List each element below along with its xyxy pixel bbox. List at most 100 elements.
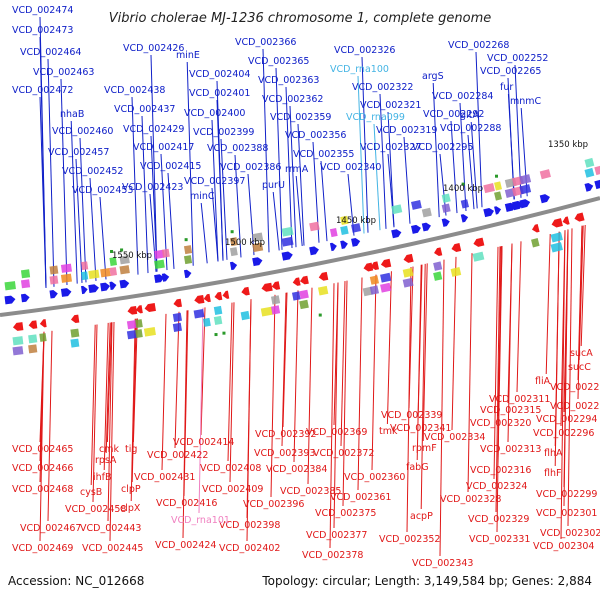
gene-label: VCD_002363 <box>258 75 319 86</box>
label-connector <box>307 287 313 485</box>
label-connector <box>174 311 180 449</box>
cog-block <box>291 291 301 301</box>
gene-label: VCD_002365 <box>248 56 309 67</box>
label-connector <box>182 310 188 539</box>
forward-gene-arrow <box>80 285 88 295</box>
cog-block <box>126 319 138 330</box>
gene-label: VCD_002359 <box>270 112 331 123</box>
label-connector <box>109 321 115 542</box>
gene-label: VCD_002426 <box>123 43 184 54</box>
cog-block <box>433 261 443 271</box>
cog-block <box>119 265 130 275</box>
gene-label: VCD_002472 <box>12 85 73 96</box>
label-connector <box>495 246 501 513</box>
cog-block <box>340 225 349 235</box>
rna-marker <box>184 238 188 242</box>
gene-label: VCD_002400 <box>184 108 245 119</box>
gene-label: VCD_002445 <box>82 543 143 554</box>
gene-label: VCD_002284 <box>432 91 493 102</box>
reverse-gene-arrow <box>434 247 443 256</box>
gene-label: VCD_002268 <box>448 40 509 51</box>
gene-label: VCD_002296 <box>533 428 594 439</box>
label-connector <box>560 230 566 540</box>
label-connector <box>420 263 426 510</box>
cog-block <box>351 223 362 233</box>
cog-block <box>380 282 392 293</box>
reverse-gene-arrow <box>28 320 38 329</box>
cog-block <box>539 169 551 180</box>
cog-block <box>135 329 143 339</box>
reverse-gene-arrow <box>292 277 301 286</box>
forward-gene-arrow <box>519 199 531 209</box>
gene-label: cysB <box>80 487 102 498</box>
label-connector <box>211 119 219 262</box>
gene-label: VCD_002396 <box>243 499 304 510</box>
label-connector <box>329 283 335 549</box>
gene-label: argS <box>422 71 444 82</box>
gene-label: VCD_002386 <box>220 162 281 173</box>
reverse-gene-arrow <box>532 224 540 233</box>
gene-label: VCD_002289 <box>550 382 600 393</box>
gene-label: nhaB <box>60 109 84 120</box>
gene-label: VCD_002301 <box>536 508 597 519</box>
gene-label: VCD_002329 <box>468 514 529 525</box>
label-connector <box>270 294 276 498</box>
gene-label: cmk <box>99 444 119 455</box>
gene-label: VCD_002294 <box>536 414 597 425</box>
label-connector <box>220 138 228 260</box>
label-connector <box>373 123 381 231</box>
label-connector <box>234 154 242 258</box>
reverse-gene-arrow <box>380 258 392 268</box>
gene-label: rrmA <box>285 164 309 175</box>
label-connector <box>340 281 346 447</box>
gene-label: VCD_002324 <box>466 481 527 492</box>
label-connector <box>357 75 365 234</box>
cog-block <box>172 312 183 322</box>
cog-block <box>193 308 205 319</box>
forward-gene-arrow <box>100 282 111 292</box>
gene-labels: VCD_002474 VCD_002473 VCD_002464 VCD_002463… <box>12 5 600 569</box>
reverse-gene-arrow <box>222 290 230 299</box>
label-connector <box>275 67 283 250</box>
label-connector <box>141 115 149 274</box>
gene-label: VCD_002392 <box>255 429 316 440</box>
gene-label: VCD_002320 <box>470 418 531 429</box>
gene-label: VCD_002343 <box>412 558 473 569</box>
cog-block <box>402 267 414 278</box>
cog-block <box>154 249 165 260</box>
gene-label: sucC <box>568 362 591 373</box>
gene-label: VCD_002315 <box>480 405 541 416</box>
forward-gene-arrow <box>421 222 431 232</box>
cog-block <box>369 275 380 285</box>
gene-label: VCD_002321 <box>360 100 421 111</box>
cog-block <box>252 232 264 243</box>
gene-label: VCD_002469 <box>12 543 73 554</box>
gene-label: VCD_002460 <box>52 126 113 137</box>
gene-label: VCD_002464 <box>20 47 81 58</box>
rna-marker <box>318 313 322 317</box>
cog-block <box>20 269 31 279</box>
cog-block <box>421 207 432 218</box>
label-connector <box>247 173 255 256</box>
gene-label: VCD_002331 <box>469 534 530 545</box>
cog-block <box>309 221 320 232</box>
accession-text: Accession: NC_012668 <box>8 574 144 588</box>
reverse-gene-arrow <box>473 237 485 247</box>
reverse-gene-arrow <box>127 305 138 315</box>
reverse-gene-arrow <box>241 286 250 296</box>
gene-label: VCD_002465 <box>12 444 73 455</box>
reverse-gene-arrow <box>70 314 80 324</box>
label-connector <box>281 292 287 447</box>
cog-block <box>441 193 451 203</box>
label-connector <box>386 271 392 425</box>
cog-block <box>494 191 503 201</box>
cog-block <box>584 167 595 178</box>
gene-label: VCD_002295 <box>412 142 473 153</box>
reverse-gene-arrow <box>214 291 223 301</box>
forward-gene-arrow <box>309 246 319 256</box>
cog-block <box>109 257 118 266</box>
cog-block <box>39 333 47 342</box>
gene-label: VCD_002417 <box>133 142 194 153</box>
cog-block <box>519 174 532 185</box>
gene-label: VCD_002414 <box>173 437 234 448</box>
